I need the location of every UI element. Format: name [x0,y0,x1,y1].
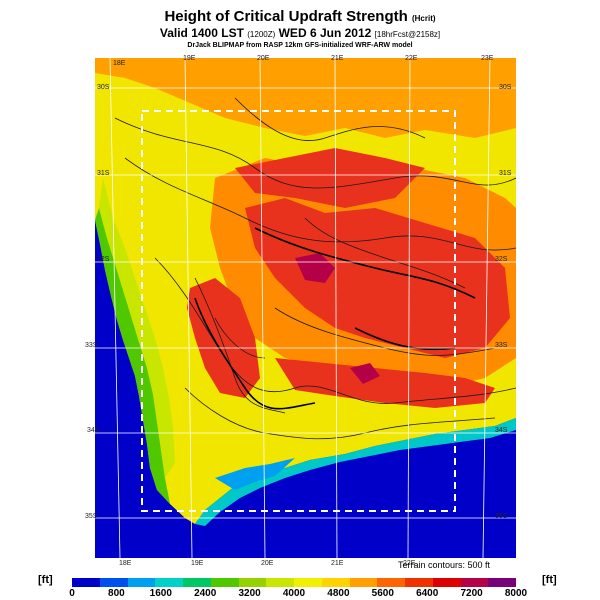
lat-label-right-33s: 33S [495,342,508,349]
colorbar-segment [238,578,267,587]
colorbar-tick-label: 5600 [371,588,394,599]
coastal-teal-zone [215,458,295,490]
colorbar-segment [72,578,100,587]
valid-time-line: Valid 1400 LST (1200Z) WED 6 Jun 2012 [1… [0,26,600,40]
lon-label-bottom-21e: 21E [331,560,344,567]
colorbar-segment [183,578,211,587]
colorbar-segment [460,578,489,587]
colorbar-tick-label: 6400 [416,588,439,599]
colorbar [72,578,516,587]
colorbar-segment [405,578,433,587]
colorbar-segment [127,578,156,587]
colorbar-tick-label: 0 [69,588,75,599]
coastal-low-zone [195,418,516,526]
colorbar-segment [488,578,516,587]
map-title: Height of Critical Updraft Strength (Hcr… [0,8,600,25]
colorbar-segment [294,578,322,587]
hcrit-map-svg [95,58,516,558]
north-red-zone [235,148,425,208]
colorbar-segment [99,578,128,587]
lat-label-right-35s: 35S [495,513,508,520]
lon-label-top-19e: 19E [183,55,196,62]
valid-suffix: [18hrFcst@2158z] [374,30,441,39]
lon-label-top-20e: 20E [257,55,270,62]
map-title-suffix: (Hcrit) [411,14,436,23]
colorbar-tick-label: 2400 [194,588,217,599]
lat-label-left-34s: 34S [87,427,100,434]
map-title-text: Height of Critical Updraft Strength [164,8,408,25]
lat-label-right-30s: 30S [499,84,512,91]
colorbar-segment [377,578,405,587]
hcrit-map[interactable]: 18E 19E 20E 21E 22E 23E 30S 31S 32S 33S … [85,55,516,567]
west-green-zone [95,208,170,504]
south-red-zone [275,358,495,408]
colorbar-tick-label: 4800 [327,588,350,599]
lon-label-bottom-18e: 18E [119,560,132,567]
colorbar-segment [321,578,350,587]
purple-peak-zone-2 [350,363,380,384]
terrain-contour-note: Terrain contours: 500 ft [398,560,491,570]
lon-label-bottom-19e: 19E [191,560,204,567]
valid-prefix: Valid 1400 LST [159,26,244,40]
lon-label-bottom-22e: 22E [403,560,416,567]
colorbar-tick-label: 4000 [282,588,306,599]
colorbar-segment [349,578,378,587]
lon-label-top-21e: 21E [331,55,344,62]
valid-code: (1200Z) [247,30,276,39]
north-orange-zone [95,58,516,138]
lat-label-left-31s: 31S [97,170,110,177]
colorbar-segment [432,578,461,587]
west-lightgreen-zone [99,178,175,478]
lat-label-left-32s: 32S [97,256,110,263]
colorbar-tick-label: 8000 [504,588,528,599]
lon-label-top-23e: 23E [481,55,494,62]
southwest-red-zone [187,278,260,398]
colorbar-tick-label: 3200 [238,588,261,599]
colorbar-unit-left: [ft] [38,574,53,586]
lat-label-left-33s: 33S [85,342,98,349]
major-terrain-contours [194,227,476,410]
lon-label-top-22e: 22E [405,55,418,62]
central-red-zone [245,198,510,358]
colorbar-segment [155,578,183,587]
lon-label-top-18e: 18E [113,60,126,67]
lat-label-right-32s: 32S [495,256,508,263]
colorbar-tick-label: 1600 [149,588,172,599]
inner-domain-boundary [141,110,456,512]
colorbar-tick-label: 7200 [460,588,483,599]
valid-date: WED 6 Jun 2012 [278,26,372,40]
lat-lon-grid [95,58,516,558]
map-subtitle: DrJack BLIPMAP from RASP 12km GFS-initia… [187,42,413,49]
purple-peak-zone [295,253,335,283]
colorbar-tick-label: 800 [108,588,125,599]
lon-label-bottom-20e: 20E [261,560,274,567]
lat-label-right-31s: 31S [499,170,512,177]
lat-label-right-34s: 34S [495,427,508,434]
lat-label-left-30s: 30S [97,84,110,91]
lat-label-left-35s: 35S [85,513,98,520]
colorbar-segment [210,578,239,587]
colorbar-unit-right: [ft] [542,574,557,586]
colorbar-segment [266,578,294,587]
